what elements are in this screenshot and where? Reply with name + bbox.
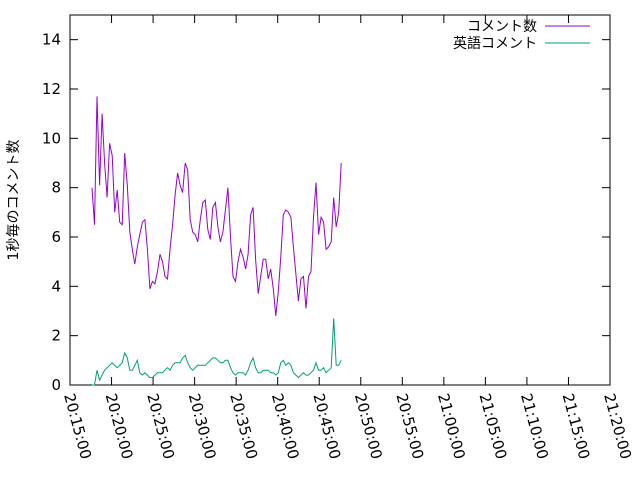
y-axis: 0 2 4 6 8 10 12 14: [42, 31, 610, 394]
y-tick-label: 10: [42, 129, 61, 147]
y-tick-label: 0: [51, 376, 61, 394]
x-tick-label: 21:05:00: [476, 391, 511, 461]
series-line-1: [92, 318, 342, 386]
series-lines: [91, 96, 342, 386]
x-tick-label: 20:25:00: [143, 391, 178, 461]
x-tick-label: 20:45:00: [309, 391, 344, 461]
y-axis-label: 1秒毎のコメント数: [6, 140, 22, 261]
x-tick-label: 20:55:00: [392, 391, 427, 461]
x-tick-label: 20:40:00: [268, 391, 303, 461]
plot-frame: [69, 14, 611, 386]
series-line-0: [91, 96, 342, 316]
legend-label: コメント数: [467, 19, 537, 35]
x-tick-label: 20:35:00: [226, 391, 261, 461]
x-tick-label: 20:20:00: [102, 391, 137, 461]
x-tick-label: 21:10:00: [517, 391, 552, 461]
y-tick-label: 4: [51, 277, 61, 295]
y-tick-label: 2: [51, 327, 61, 345]
x-tick-label: 20:15:00: [60, 391, 95, 461]
x-tick-label: 21:15:00: [559, 391, 594, 461]
x-tick-label: 21:20:00: [600, 391, 635, 461]
y-tick-label: 6: [51, 228, 61, 246]
y-tick-label: 14: [42, 31, 61, 49]
x-tick-label: 20:50:00: [351, 391, 386, 461]
x-tick-label: 20:30:00: [185, 391, 220, 461]
y-tick-label: 8: [51, 179, 61, 197]
y-tick-label: 12: [42, 80, 61, 98]
x-tick-label: 21:00:00: [434, 391, 469, 461]
legend-label: 英語コメント: [453, 35, 537, 52]
